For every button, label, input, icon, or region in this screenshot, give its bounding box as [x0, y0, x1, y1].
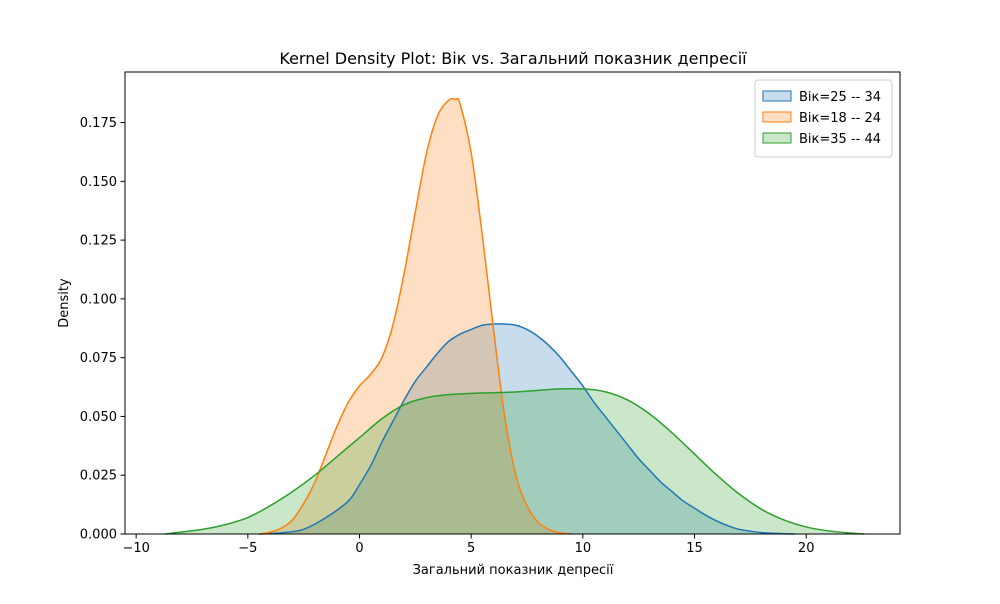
y-axis: 0.000 0.025 0.050 0.075 0.100 0.125 0.150 0.175: [80, 116, 125, 543]
density-line-series-3: [165, 387, 865, 535]
y-tick-label: 0.100: [80, 292, 117, 307]
x-tick-label: 5: [467, 541, 475, 556]
y-tick-label: 0.025: [80, 469, 117, 484]
legend-swatch: [762, 111, 792, 123]
legend: Вік=25 -- 34 Вік=18 -- 24 Вік=35 -- 44: [754, 79, 893, 158]
density-areas: [165, 98, 865, 535]
legend-label: Вік=25 -- 34: [799, 90, 881, 105]
legend-swatch: [762, 132, 792, 144]
legend-label: Вік=35 -- 44: [799, 132, 881, 147]
density-line-series-1: [258, 323, 796, 535]
x-axis-label: Загальний показник депресії: [413, 563, 614, 578]
x-tick-label: 0: [355, 541, 363, 556]
y-tick-label: 0.050: [80, 410, 117, 425]
legend-label: Вік=18 -- 24: [799, 111, 881, 126]
density-area-series-3: [165, 388, 865, 534]
x-tick-label: 10: [575, 541, 592, 556]
y-tick-label: 0.125: [80, 234, 117, 249]
y-axis-label: Density: [57, 278, 72, 328]
legend-swatch: [762, 90, 792, 102]
y-tick-label: 0.075: [80, 351, 117, 366]
density-area-series-1: [259, 323, 796, 534]
density-lines: [165, 97, 865, 535]
x-tick-label: 15: [686, 541, 703, 556]
density-line-series-2: [258, 97, 572, 535]
x-tick-label: −5: [238, 541, 257, 556]
chart-title: Kernel Density Plot: Вік vs. Загальний п…: [279, 49, 747, 68]
y-tick-label: 0.000: [80, 528, 117, 543]
legend-box: [754, 79, 893, 158]
plot-frame: [124, 71, 901, 535]
y-tick-label: 0.150: [80, 175, 117, 190]
x-tick-label: 20: [798, 541, 815, 556]
x-axis: −10 −5 0 5 10 15 20: [122, 534, 814, 556]
x-tick-label: −10: [122, 541, 149, 556]
density-area-series-2: [259, 98, 572, 535]
y-tick-label: 0.175: [80, 116, 117, 131]
